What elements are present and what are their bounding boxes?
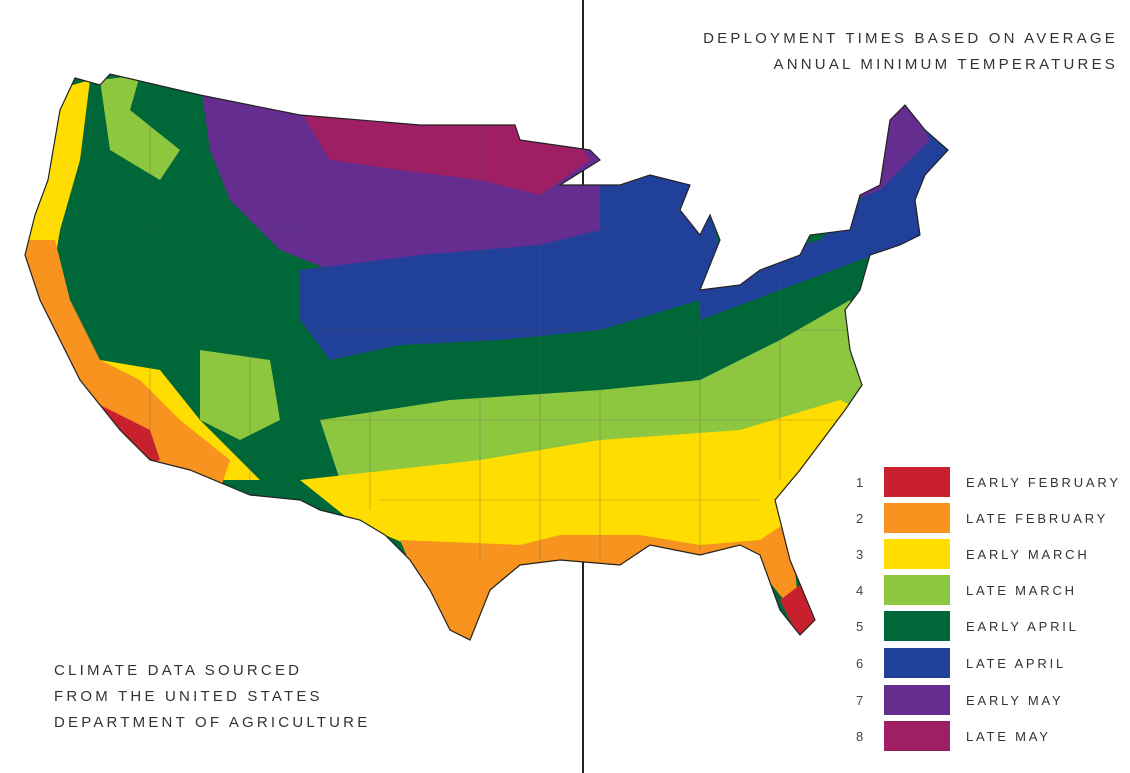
legend-swatch bbox=[884, 611, 950, 641]
legend-item: 5 EARLY APRIL bbox=[856, 610, 1079, 642]
legend-label: EARLY APRIL bbox=[966, 618, 1079, 634]
legend-swatch bbox=[884, 721, 950, 751]
source-line-1: CLIMATE DATA SOURCED bbox=[54, 662, 303, 679]
map-title: DEPLOYMENT TIMES BASED ON AVERAGE ANNUAL… bbox=[703, 26, 1118, 78]
zone-3-area bbox=[300, 400, 880, 560]
us-outline bbox=[24, 73, 949, 641]
legend-label: EARLY MARCH bbox=[966, 546, 1090, 562]
zone-4-area-basin bbox=[200, 350, 280, 440]
legend-swatch bbox=[884, 467, 950, 497]
legend-item: 1 EARLY FEBRUARY bbox=[856, 466, 1121, 498]
legend-swatch bbox=[884, 503, 950, 533]
legend-swatch bbox=[884, 539, 950, 569]
legend-number: 5 bbox=[856, 618, 864, 634]
legend-label: EARLY MAY bbox=[966, 692, 1064, 708]
legend-number: 3 bbox=[856, 546, 864, 562]
zone-4-area-northwest bbox=[100, 75, 180, 180]
legend-number: 1 bbox=[856, 474, 864, 490]
legend-item: 6 LATE APRIL bbox=[856, 647, 1066, 679]
legend-number: 6 bbox=[856, 655, 864, 671]
zone-2-area-california bbox=[25, 240, 230, 490]
legend-label: EARLY FEBRUARY bbox=[966, 474, 1121, 490]
legend-item: 4 LATE MARCH bbox=[856, 574, 1077, 606]
zone-6-area bbox=[300, 170, 720, 360]
legend-number: 7 bbox=[856, 692, 864, 708]
legend-label: LATE MAY bbox=[966, 728, 1051, 744]
state-borders bbox=[60, 90, 850, 560]
source-line-3: DEPARTMENT OF AGRICULTURE bbox=[54, 714, 371, 731]
source-line-2: FROM THE UNITED STATES bbox=[54, 688, 323, 705]
legend-swatch bbox=[884, 648, 950, 678]
legend-number: 4 bbox=[856, 582, 864, 598]
legend-item: 2 LATE FEBRUARY bbox=[856, 502, 1108, 534]
legend-item: 8 LATE MAY bbox=[856, 720, 1051, 752]
legend-item: 3 EARLY MARCH bbox=[856, 538, 1090, 570]
title-line-2: ANNUAL MINIMUM TEMPERATURES bbox=[773, 56, 1118, 73]
source-note: CLIMATE DATA SOURCED FROM THE UNITED STA… bbox=[54, 658, 370, 736]
legend-label: LATE MARCH bbox=[966, 582, 1077, 598]
title-line-1: DEPLOYMENT TIMES BASED ON AVERAGE bbox=[703, 30, 1118, 47]
legend-swatch bbox=[884, 685, 950, 715]
legend-number: 8 bbox=[856, 728, 864, 744]
legend-item: 7 EARLY MAY bbox=[856, 684, 1063, 716]
legend-swatch bbox=[884, 575, 950, 605]
legend-label: LATE FEBRUARY bbox=[966, 510, 1109, 526]
legend-label: LATE APRIL bbox=[966, 655, 1067, 671]
legend-number: 2 bbox=[856, 510, 864, 526]
